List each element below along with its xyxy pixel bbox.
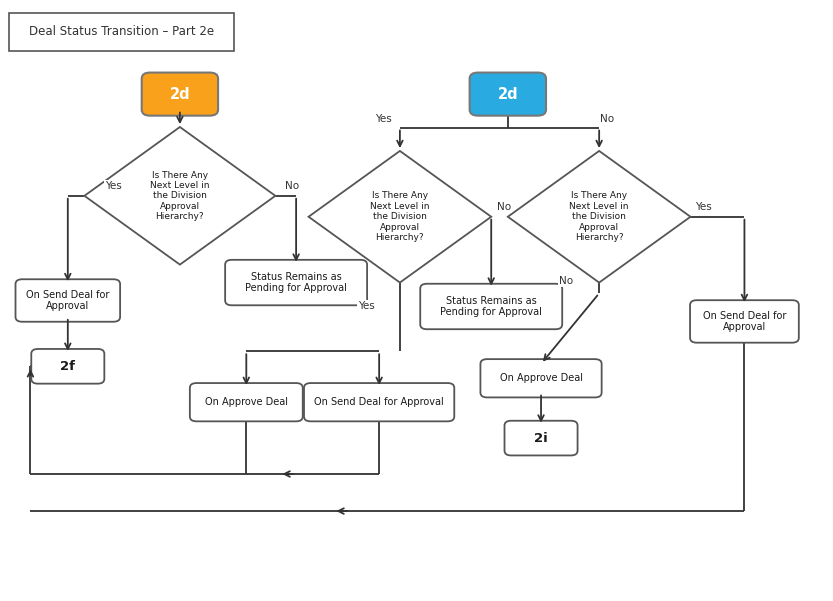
- Polygon shape: [84, 127, 276, 264]
- Text: No: No: [496, 202, 511, 212]
- FancyBboxPatch shape: [32, 349, 104, 383]
- Text: On Send Deal for
Approval: On Send Deal for Approval: [703, 311, 786, 332]
- FancyBboxPatch shape: [505, 421, 577, 456]
- Text: Is There Any
Next Level in
the Division
Approval
Hierarchy?: Is There Any Next Level in the Division …: [370, 192, 430, 242]
- Text: Yes: Yes: [358, 301, 375, 311]
- Polygon shape: [508, 151, 691, 282]
- FancyBboxPatch shape: [481, 359, 601, 397]
- Text: Yes: Yes: [695, 202, 711, 212]
- Text: Is There Any
Next Level in
the Division
Approval
Hierarchy?: Is There Any Next Level in the Division …: [150, 171, 210, 221]
- FancyBboxPatch shape: [142, 73, 218, 115]
- Text: Yes: Yes: [105, 181, 122, 191]
- Text: No: No: [601, 114, 615, 124]
- Text: On Send Deal for Approval: On Send Deal for Approval: [314, 397, 444, 407]
- Text: Deal Status Transition – Part 2e: Deal Status Transition – Part 2e: [29, 25, 214, 38]
- Text: Is There Any
Next Level in
the Division
Approval
Hierarchy?: Is There Any Next Level in the Division …: [570, 192, 629, 242]
- FancyBboxPatch shape: [190, 383, 302, 421]
- Text: No: No: [559, 275, 573, 285]
- FancyBboxPatch shape: [470, 73, 546, 115]
- FancyBboxPatch shape: [16, 279, 120, 322]
- Text: On Approve Deal: On Approve Deal: [205, 397, 288, 407]
- Text: On Send Deal for
Approval: On Send Deal for Approval: [26, 290, 109, 311]
- Text: Yes: Yes: [375, 114, 392, 124]
- Text: Status Remains as
Pending for Approval: Status Remains as Pending for Approval: [245, 272, 347, 293]
- FancyBboxPatch shape: [420, 284, 562, 329]
- Text: 2d: 2d: [170, 87, 190, 102]
- FancyBboxPatch shape: [9, 13, 234, 51]
- Text: 2i: 2i: [534, 432, 548, 445]
- Text: Status Remains as
Pending for Approval: Status Remains as Pending for Approval: [441, 296, 542, 317]
- Text: On Approve Deal: On Approve Deal: [500, 373, 582, 383]
- Text: 2f: 2f: [60, 360, 75, 373]
- Text: No: No: [285, 181, 299, 191]
- FancyBboxPatch shape: [690, 300, 799, 343]
- Text: 2d: 2d: [497, 87, 518, 102]
- FancyBboxPatch shape: [225, 260, 367, 305]
- FancyBboxPatch shape: [304, 383, 454, 421]
- Polygon shape: [308, 151, 491, 282]
